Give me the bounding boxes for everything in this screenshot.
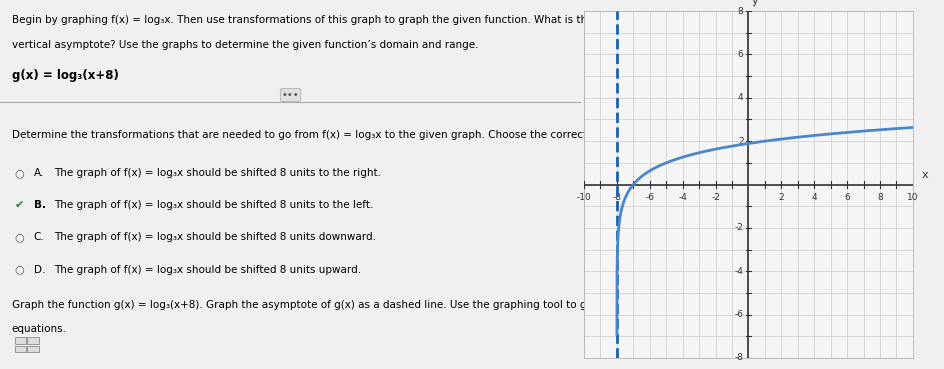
Text: 8: 8 — [876, 193, 882, 202]
Text: vertical asymptote? Use the graphs to determine the given function’s domain and : vertical asymptote? Use the graphs to de… — [11, 40, 478, 50]
Text: ✔: ✔ — [14, 200, 24, 210]
Text: 2: 2 — [737, 137, 743, 146]
Text: y: y — [750, 0, 757, 6]
Text: 6: 6 — [843, 193, 849, 202]
Text: The graph of f(x) = log₃x should be shifted 8 units to the right.: The graph of f(x) = log₃x should be shif… — [54, 168, 380, 178]
Bar — [27, 337, 39, 344]
Text: 4: 4 — [811, 193, 817, 202]
Bar — [14, 337, 26, 344]
Text: 6: 6 — [737, 50, 743, 59]
Text: -2: -2 — [733, 223, 743, 232]
Text: Graph the function g(x) = log₃(x+8). Graph the asymptote of g(x) as a dashed lin: Graph the function g(x) = log₃(x+8). Gra… — [11, 300, 630, 310]
Text: A.: A. — [34, 168, 44, 178]
Text: •••: ••• — [281, 90, 299, 100]
Text: Begin by graphing f(x) = log₃x. Then use transformations of this graph to graph : Begin by graphing f(x) = log₃x. Then use… — [11, 15, 593, 25]
Text: -8: -8 — [733, 354, 743, 362]
Text: D.: D. — [34, 265, 45, 275]
Text: -4: -4 — [733, 267, 743, 276]
Text: x: x — [921, 170, 928, 180]
Text: -10: -10 — [576, 193, 591, 202]
Text: 10: 10 — [906, 193, 918, 202]
Text: ○: ○ — [14, 232, 25, 242]
Text: -2: -2 — [711, 193, 719, 202]
Text: The graph of f(x) = log₃x should be shifted 8 units upward.: The graph of f(x) = log₃x should be shif… — [54, 265, 361, 275]
Bar — [14, 345, 26, 352]
Text: -4: -4 — [678, 193, 686, 202]
Text: ○: ○ — [14, 168, 25, 178]
Text: -8: -8 — [612, 193, 621, 202]
Text: -6: -6 — [645, 193, 653, 202]
Text: Determine the transformations that are needed to go from f(x) = log₃x to the giv: Determine the transformations that are n… — [11, 130, 664, 139]
Text: -6: -6 — [733, 310, 743, 319]
Text: g(x) = log₃(x+8): g(x) = log₃(x+8) — [11, 69, 118, 82]
Text: 4: 4 — [737, 93, 743, 102]
Text: The graph of f(x) = log₃x should be shifted 8 units downward.: The graph of f(x) = log₃x should be shif… — [54, 232, 376, 242]
Text: The graph of f(x) = log₃x should be shifted 8 units to the left.: The graph of f(x) = log₃x should be shif… — [54, 200, 373, 210]
Text: B.: B. — [34, 200, 45, 210]
Text: 2: 2 — [778, 193, 784, 202]
Text: C.: C. — [34, 232, 44, 242]
Text: 8: 8 — [737, 7, 743, 15]
Bar — [27, 345, 39, 352]
Text: ○: ○ — [14, 265, 25, 275]
Text: equations.: equations. — [11, 324, 67, 334]
